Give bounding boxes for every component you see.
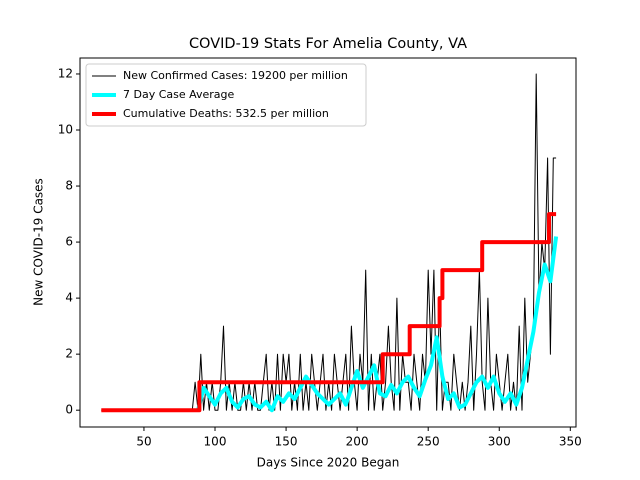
series-line xyxy=(101,212,557,413)
x-axis-label: Days Since 2020 Began xyxy=(257,456,400,470)
plot-frame xyxy=(79,57,577,428)
x-tick-label: 300 xyxy=(488,435,511,449)
x-tick-label: 250 xyxy=(417,435,440,449)
y-tick-label: 12 xyxy=(58,66,73,80)
x-tick-label: 200 xyxy=(346,435,369,449)
y-tick-label: 2 xyxy=(65,347,73,361)
y-axis-label: New COVID-19 Cases xyxy=(32,178,46,306)
legend-label: 7 Day Case Average xyxy=(123,88,235,101)
y-tick-label: 8 xyxy=(65,179,73,193)
x-tick-label: 100 xyxy=(204,435,227,449)
x-tick-label: 350 xyxy=(559,435,582,449)
y-tick-label: 6 xyxy=(65,235,73,249)
y-tick-label: 10 xyxy=(58,123,73,137)
x-tick-label: 150 xyxy=(275,435,298,449)
series-line xyxy=(196,236,559,413)
y-tick-label: 0 xyxy=(65,403,73,417)
legend-label: Cumulative Deaths: 532.5 per million xyxy=(123,107,329,120)
legend-label: New Confirmed Cases: 19200 per million xyxy=(123,69,348,82)
chart-title: COVID-19 Stats For Amelia County, VA xyxy=(189,36,467,52)
x-tick-label: 50 xyxy=(136,435,151,449)
y-tick-label: 4 xyxy=(65,291,73,305)
legend-box xyxy=(85,63,367,127)
